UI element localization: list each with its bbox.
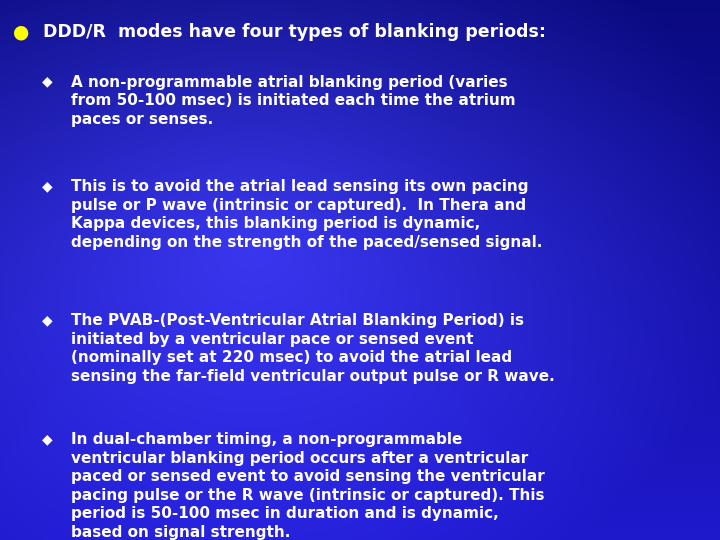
- Text: ◆: ◆: [42, 313, 53, 327]
- Text: This is to avoid the atrial lead sensing its own pacing
pulse or P wave (intrins: This is to avoid the atrial lead sensing…: [71, 179, 542, 250]
- Text: The PVAB-(Post-Ventricular Atrial Blanking Period) is
initiated by a ventricular: The PVAB-(Post-Ventricular Atrial Blanki…: [71, 313, 554, 384]
- Text: ◆: ◆: [42, 179, 53, 193]
- Text: In dual-chamber timing, a non-programmable
ventricular blanking period occurs af: In dual-chamber timing, a non-programmab…: [71, 432, 544, 540]
- Text: ◆: ◆: [42, 432, 53, 446]
- Text: DDD/R  modes have four types of blanking periods:: DDD/R modes have four types of blanking …: [43, 23, 546, 40]
- Text: A non-programmable atrial blanking period (varies
from 50-100 msec) is initiated: A non-programmable atrial blanking perio…: [71, 75, 516, 127]
- Text: ◆: ◆: [42, 75, 53, 89]
- Text: ●: ●: [13, 23, 30, 42]
